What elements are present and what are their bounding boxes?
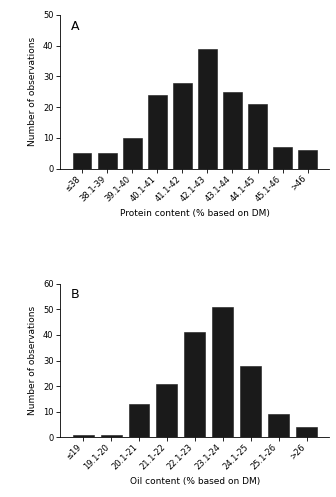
X-axis label: Protein content (% based on DM): Protein content (% based on DM) <box>120 209 270 218</box>
Bar <box>240 366 261 437</box>
Bar <box>298 150 317 168</box>
Text: A: A <box>71 19 80 32</box>
Text: B: B <box>71 288 80 301</box>
Bar <box>273 147 292 168</box>
Bar <box>123 138 141 168</box>
Bar <box>73 153 91 168</box>
Bar <box>296 427 317 437</box>
Bar <box>148 95 167 168</box>
Bar <box>157 384 177 437</box>
Y-axis label: Number of observations: Number of observations <box>28 306 37 415</box>
Bar <box>198 49 217 168</box>
Bar <box>268 414 289 437</box>
Bar <box>212 307 233 437</box>
Bar <box>173 83 192 168</box>
Bar <box>248 104 267 168</box>
Bar <box>129 404 150 437</box>
Bar <box>223 92 242 168</box>
Bar <box>184 332 205 437</box>
Bar <box>98 153 117 168</box>
Bar <box>73 435 94 437</box>
Y-axis label: Number of observations: Number of observations <box>28 37 37 146</box>
Bar <box>100 435 122 437</box>
X-axis label: Oil content (% based on DM): Oil content (% based on DM) <box>130 478 260 487</box>
